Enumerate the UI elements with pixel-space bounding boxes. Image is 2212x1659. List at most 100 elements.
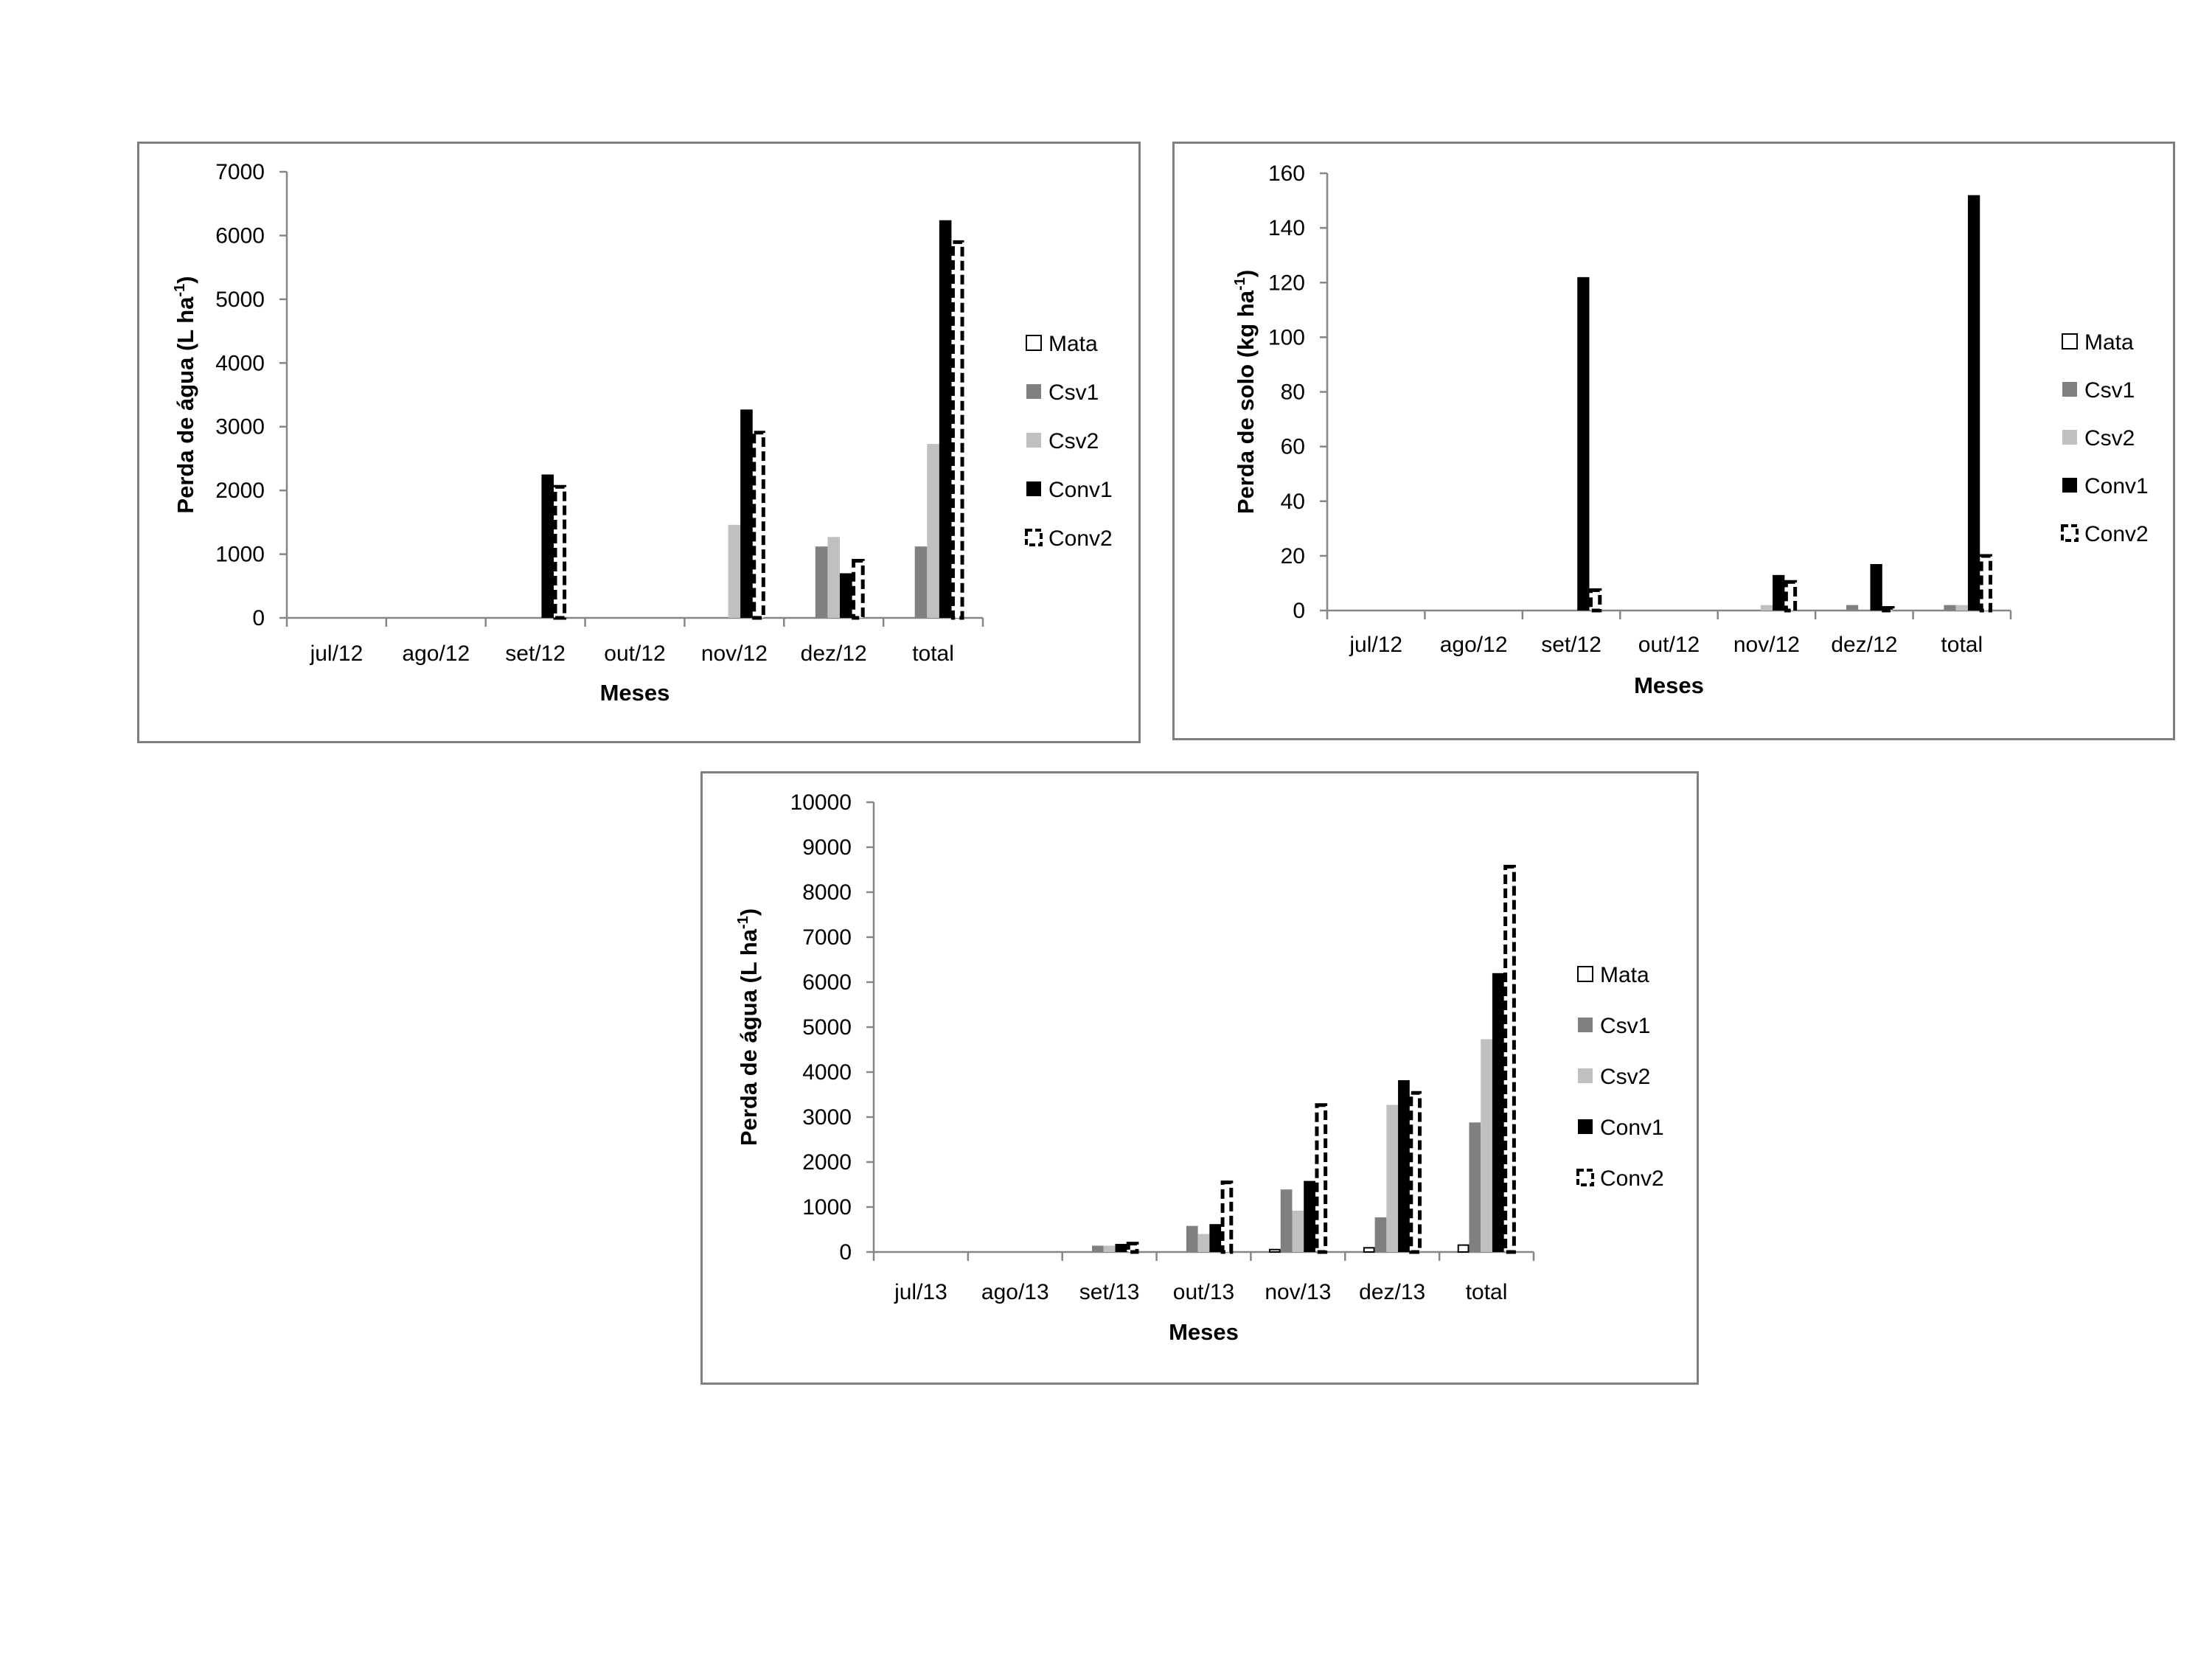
bar-csv1-nov-13 <box>1280 1189 1293 1252</box>
y-tick-label: 8000 <box>802 880 852 905</box>
bar-mata-dez-13 <box>1363 1247 1375 1253</box>
bar-conv1-set-13 <box>1115 1244 1127 1252</box>
bar-conv2-nov-12 <box>1784 580 1798 613</box>
y-axis-title-superscript: -1 <box>735 916 751 929</box>
bar-csv2-nov-13 <box>1292 1210 1304 1252</box>
x-tick-label: set/12 <box>1541 633 1601 657</box>
bar-csv1-dez-13 <box>1374 1217 1387 1252</box>
bar-conv2-set-13 <box>1126 1242 1139 1254</box>
x-tick-label: total <box>1941 633 1983 657</box>
legend-swatch-conv1 <box>2062 478 2077 493</box>
x-tick-label: jul/12 <box>1349 633 1402 657</box>
bar-csv1-total <box>1469 1122 1481 1252</box>
x-tick-label: total <box>1466 1280 1508 1304</box>
legend-label-csv2: Csv2 <box>1600 1065 1650 1089</box>
y-tick-label: 100 <box>1268 325 1305 349</box>
chart-soil-loss-2012: 0 20 40 60 80 100 120 140 160 jul/12 ago/12 set/12 o… <box>1232 161 2149 698</box>
bar-mata-nov-13 <box>1269 1248 1281 1253</box>
y-tick-label: 9000 <box>802 835 852 860</box>
legend-swatch-conv1 <box>1026 481 1041 496</box>
x-tick-label: ago/13 <box>981 1280 1049 1304</box>
x-tick-label: dez/13 <box>1359 1280 1425 1304</box>
bar-conv2-out-13 <box>1220 1180 1234 1254</box>
bar-conv2-nov-13 <box>1315 1103 1328 1254</box>
bar-csv2-dez-12 <box>827 537 841 618</box>
x-tick-label: nov/12 <box>701 641 768 666</box>
bar-csv1-out-13 <box>1186 1225 1198 1252</box>
bar-conv2-nov-12 <box>752 431 765 620</box>
x-tick-label: ago/12 <box>402 641 470 666</box>
y-tick-label: 140 <box>1268 216 1305 240</box>
bar-csv2-set-13 <box>1103 1245 1116 1252</box>
legend-label-mata: Mata <box>1600 963 1649 987</box>
bar-csv1-dez-12 <box>1846 605 1859 611</box>
y-tick-label: 5000 <box>802 1015 852 1040</box>
legend-label-mata: Mata <box>1048 332 1098 356</box>
legend-label-csv1: Csv1 <box>1048 380 1099 405</box>
bar-conv2-dez-12 <box>852 558 865 620</box>
y-tick-label: 40 <box>1281 490 1305 514</box>
x-tick-label: set/13 <box>1079 1280 1140 1304</box>
y-tick-label: 80 <box>1281 380 1305 405</box>
bar-conv1-total <box>1967 195 1980 611</box>
bar-csv2-dez-13 <box>1386 1105 1399 1252</box>
chart-water-loss-2013: 0 1000 2000 3000 4000 5000 6000 7000 8000 9000 100… <box>735 790 1664 1345</box>
y-axis-title-main: Perda de solo (kg ha <box>1233 290 1259 514</box>
bar-conv2-total <box>950 240 964 620</box>
y-tick-label: 3000 <box>802 1105 852 1130</box>
chart-water-loss-2012: 0 1000 2000 3000 4000 5000 6000 7000 jul/12 ago/1… <box>172 160 1113 706</box>
legend-label-conv1: Conv1 <box>2084 474 2149 498</box>
x-axis-title: Meses <box>600 680 670 706</box>
legend-swatch-mata <box>2062 333 2078 349</box>
y-tick-label: 4000 <box>215 351 265 375</box>
x-tick-label: set/12 <box>505 641 566 666</box>
y-axis-title-end: ) <box>736 908 762 916</box>
x-tick-label: dez/12 <box>801 641 867 666</box>
bar-csv2-nov-12 <box>728 524 741 618</box>
bar-csv1-total <box>1944 605 1956 611</box>
bar-csv2-nov-12 <box>1760 605 1773 611</box>
y-axis-title: Perda de água (L ha-1) <box>735 908 762 1146</box>
legend-swatch-conv2 <box>2061 524 2079 542</box>
y-tick-label: 160 <box>1268 161 1305 186</box>
x-tick-label: out/13 <box>1173 1280 1234 1304</box>
bar-csv1-set-13 <box>1092 1245 1104 1252</box>
y-axis-title-superscript: -1 <box>172 284 188 297</box>
y-tick-label: 2000 <box>802 1150 852 1175</box>
bar-csv2-total <box>1481 1039 1492 1252</box>
y-tick-label: 0 <box>252 606 265 630</box>
bar-csv2-total <box>927 444 939 618</box>
legend-label-csv2: Csv2 <box>1048 429 1099 453</box>
y-axis-title-main: Perda de água (L ha <box>736 928 762 1146</box>
legend-label-csv1: Csv1 <box>1600 1014 1650 1038</box>
bar-conv1-total <box>1492 973 1504 1252</box>
legend-label-conv1: Conv1 <box>1048 478 1113 502</box>
legend-swatch-conv2 <box>1576 1169 1594 1186</box>
bar-csv1-dez-12 <box>815 546 828 618</box>
x-tick-label: nov/12 <box>1733 633 1800 657</box>
x-tick-label: ago/12 <box>1440 633 1508 657</box>
legend-label-conv2: Conv2 <box>1600 1166 1664 1191</box>
bar-conv2-total <box>1503 864 1516 1254</box>
bar-csv2-total <box>1955 605 1968 611</box>
bar-conv2-dez-12 <box>1882 605 1895 613</box>
chart-frame-2 <box>1172 142 2175 740</box>
bar-mata-total <box>1457 1244 1470 1253</box>
x-tick-label: jul/13 <box>894 1280 947 1304</box>
bar-conv1-set-12 <box>1577 276 1590 611</box>
y-tick-label: 1000 <box>215 543 265 567</box>
legend-swatch-csv2 <box>2062 430 2077 445</box>
legend-label-conv1: Conv1 <box>1600 1116 1664 1140</box>
x-tick-label: jul/12 <box>310 641 364 666</box>
legend-swatch-conv2 <box>1025 529 1043 546</box>
y-axis-title-end: ) <box>173 276 198 283</box>
legend-swatch-mata <box>1577 966 1593 982</box>
y-tick-label: 4000 <box>802 1060 852 1085</box>
x-tick-label: total <box>912 641 954 666</box>
legend-swatch-mata <box>1026 335 1042 351</box>
legend-swatch-csv1 <box>2062 382 2077 397</box>
chart-frame-1 <box>137 142 1141 743</box>
y-tick-label: 7000 <box>802 925 852 950</box>
bar-conv1-nov-12 <box>740 409 753 618</box>
y-tick-label: 10000 <box>790 790 852 815</box>
